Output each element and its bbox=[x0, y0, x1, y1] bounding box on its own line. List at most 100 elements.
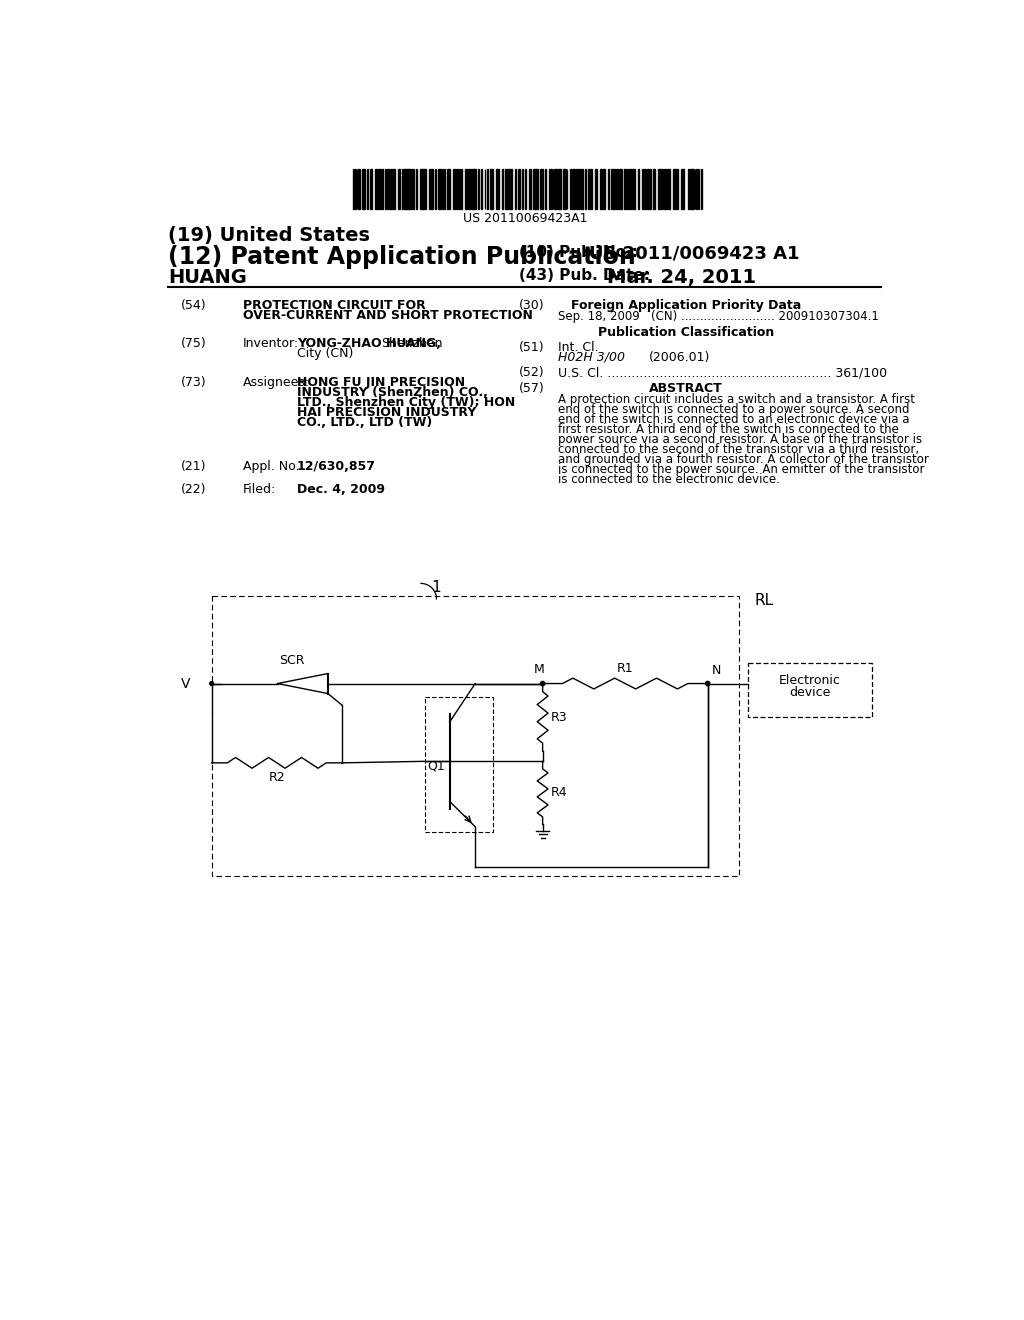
Bar bbox=[406, 169, 409, 209]
Text: CO., LTD., LTD (TW): CO., LTD., LTD (TW) bbox=[297, 416, 432, 429]
Text: N: N bbox=[712, 664, 721, 677]
Bar bbox=[653, 169, 655, 209]
Bar bbox=[515, 169, 516, 209]
Text: (10) Pub. No.:: (10) Pub. No.: bbox=[519, 244, 638, 260]
Text: (12) Patent Application Publication: (12) Patent Application Publication bbox=[168, 244, 636, 269]
Text: (52): (52) bbox=[519, 367, 545, 379]
Text: Shenzhen: Shenzhen bbox=[381, 337, 442, 350]
Text: M: M bbox=[534, 663, 544, 676]
Bar bbox=[691, 169, 693, 209]
Bar bbox=[457, 169, 458, 209]
Text: first resistor. A third end of the switch is connected to the: first resistor. A third end of the switc… bbox=[558, 424, 899, 437]
Bar bbox=[496, 169, 500, 209]
Bar bbox=[579, 169, 580, 209]
Text: RL: RL bbox=[755, 594, 773, 609]
Text: Int. Cl.: Int. Cl. bbox=[558, 341, 599, 354]
Bar bbox=[554, 169, 556, 209]
Bar bbox=[582, 169, 583, 209]
Bar bbox=[564, 169, 566, 209]
Bar bbox=[532, 169, 536, 209]
Bar bbox=[423, 169, 426, 209]
Text: and grounded via a fourth resistor. A collector of the transistor: and grounded via a fourth resistor. A co… bbox=[558, 453, 929, 466]
Bar bbox=[387, 169, 389, 209]
Text: power source via a second resistor. A base of the transistor is: power source via a second resistor. A ba… bbox=[558, 433, 923, 446]
Bar bbox=[589, 169, 590, 209]
Bar bbox=[541, 169, 544, 209]
Bar bbox=[410, 169, 411, 209]
Bar bbox=[474, 169, 476, 209]
Circle shape bbox=[541, 681, 545, 685]
Bar bbox=[438, 169, 441, 209]
Bar bbox=[453, 169, 455, 209]
Text: Dec. 4, 2009: Dec. 4, 2009 bbox=[297, 483, 385, 496]
Text: end of the switch is connected to an electronic device via a: end of the switch is connected to an ele… bbox=[558, 413, 909, 426]
Bar bbox=[647, 169, 649, 209]
Text: Q1: Q1 bbox=[427, 760, 444, 772]
Text: (22): (22) bbox=[180, 483, 206, 496]
Bar bbox=[549, 169, 552, 209]
Text: R3: R3 bbox=[551, 711, 567, 723]
Bar bbox=[624, 169, 627, 209]
Text: (57): (57) bbox=[519, 381, 545, 395]
Text: (21): (21) bbox=[180, 461, 206, 474]
Bar bbox=[431, 169, 433, 209]
Text: connected to the second of the transistor via a third resistor,: connected to the second of the transisto… bbox=[558, 444, 920, 457]
Bar bbox=[607, 169, 609, 209]
Bar bbox=[675, 169, 676, 209]
Text: Electronic: Electronic bbox=[779, 673, 841, 686]
Bar bbox=[591, 169, 592, 209]
Text: ABSTRACT: ABSTRACT bbox=[649, 381, 723, 395]
Bar bbox=[644, 169, 646, 209]
Bar bbox=[378, 169, 381, 209]
Circle shape bbox=[706, 681, 710, 685]
Circle shape bbox=[210, 681, 214, 685]
Bar bbox=[393, 169, 394, 209]
Bar bbox=[358, 169, 359, 209]
Text: (51): (51) bbox=[519, 341, 545, 354]
Text: V: V bbox=[180, 677, 190, 692]
Text: (19) United States: (19) United States bbox=[168, 226, 371, 246]
Bar bbox=[375, 169, 377, 209]
Bar bbox=[595, 169, 597, 209]
Bar bbox=[465, 169, 467, 209]
Bar bbox=[613, 169, 614, 209]
Text: Foreign Application Priority Data: Foreign Application Priority Data bbox=[570, 298, 801, 312]
Bar bbox=[435, 169, 436, 209]
Text: US 20110069423A1: US 20110069423A1 bbox=[463, 211, 587, 224]
Bar bbox=[630, 169, 631, 209]
Text: Mar. 24, 2011: Mar. 24, 2011 bbox=[607, 268, 756, 286]
Text: LTD., Shenzhen City (TW); HON: LTD., Shenzhen City (TW); HON bbox=[297, 396, 515, 409]
Bar bbox=[658, 169, 662, 209]
Bar bbox=[518, 169, 520, 209]
Text: A protection circuit includes a switch and a transistor. A first: A protection circuit includes a switch a… bbox=[558, 393, 915, 407]
Bar bbox=[480, 169, 482, 209]
Text: 1: 1 bbox=[432, 581, 441, 595]
Text: PROTECTION CIRCUIT FOR: PROTECTION CIRCUIT FOR bbox=[243, 298, 425, 312]
Bar bbox=[212, 595, 738, 876]
Bar bbox=[572, 169, 575, 209]
Bar bbox=[489, 169, 493, 209]
Text: Filed:: Filed: bbox=[243, 483, 275, 496]
Text: OVER-CURRENT AND SHORT PROTECTION: OVER-CURRENT AND SHORT PROTECTION bbox=[243, 309, 532, 322]
Bar bbox=[506, 169, 508, 209]
Bar bbox=[509, 169, 512, 209]
Text: R2: R2 bbox=[268, 771, 285, 784]
Text: SCR: SCR bbox=[280, 655, 304, 668]
Text: is connected to the power source. An emitter of the transistor: is connected to the power source. An emi… bbox=[558, 463, 925, 477]
Bar bbox=[632, 169, 635, 209]
Bar bbox=[649, 169, 651, 209]
Text: Appl. No.:: Appl. No.: bbox=[243, 461, 303, 474]
Text: device: device bbox=[790, 686, 830, 698]
Bar bbox=[669, 169, 670, 209]
Bar bbox=[397, 169, 400, 209]
Text: (43) Pub. Date:: (43) Pub. Date: bbox=[519, 268, 650, 282]
Bar bbox=[681, 169, 684, 209]
Bar bbox=[468, 169, 470, 209]
Bar bbox=[748, 663, 872, 717]
Text: Assignees:: Assignees: bbox=[243, 376, 310, 388]
Bar bbox=[413, 169, 414, 209]
Bar bbox=[477, 169, 479, 209]
Bar bbox=[620, 169, 622, 209]
Text: is connected to the electronic device.: is connected to the electronic device. bbox=[558, 474, 780, 486]
Text: (2006.01): (2006.01) bbox=[649, 351, 711, 364]
